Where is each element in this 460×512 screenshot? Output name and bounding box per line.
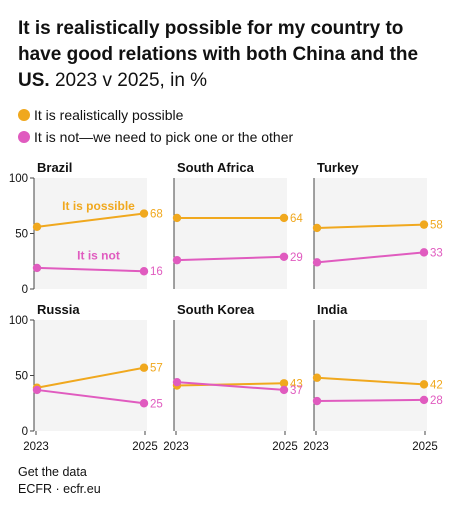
panel-bg-turkey: [314, 178, 427, 289]
data-point: [139, 363, 149, 372]
chart-title-bold: It is realistically possible for my coun…: [18, 18, 419, 91]
data-point: [312, 396, 322, 406]
data-point: [172, 213, 182, 223]
panel-bg-brazil: [34, 178, 147, 289]
inline-series-label: It is possible: [62, 199, 135, 213]
data-label: 58: [430, 220, 443, 232]
data-point: [312, 223, 322, 233]
chart-title: It is realistically possible for my coun…: [18, 16, 443, 94]
y-tick-label: 0: [22, 426, 28, 438]
data-label: 33: [430, 247, 443, 259]
panel-title-south-africa: South Africa: [177, 160, 255, 175]
series-line-not-india: [316, 398, 425, 403]
data-label: 28: [430, 395, 443, 407]
panel-title-russia: Russia: [37, 302, 80, 317]
panel-bg-russia: [34, 320, 147, 431]
data-label: 68: [150, 209, 163, 221]
series-line-possible-turkey: [316, 223, 425, 229]
data-label: 57: [150, 363, 163, 375]
data-point: [172, 377, 182, 387]
x-tick-label: 2025: [272, 441, 298, 453]
legend-dot-not: [18, 131, 30, 143]
panel-title-india: India: [317, 302, 348, 317]
data-point: [419, 248, 429, 257]
series-line-possible-south-korea: [176, 382, 285, 387]
legend-item-possible: It is realistically possible: [18, 104, 293, 126]
series-line-possible-india: [316, 376, 425, 386]
series-line-not-brazil: [36, 266, 145, 273]
y-tick-label: 50: [15, 229, 28, 241]
data-point: [279, 213, 289, 223]
data-point: [312, 373, 322, 382]
series-line-not-russia: [36, 388, 145, 405]
data-label: 37: [290, 385, 303, 397]
data-label: 16: [150, 266, 163, 278]
data-point: [279, 379, 289, 388]
data-label: 43: [290, 378, 303, 390]
data-label: 29: [290, 252, 303, 264]
x-tick-label: 2025: [132, 441, 158, 453]
legend: It is realistically possible It is not—w…: [18, 104, 293, 148]
data-point: [279, 385, 289, 395]
data-point: [172, 255, 182, 265]
data-point: [139, 399, 149, 408]
data-point: [139, 209, 149, 218]
series-line-not-south-africa: [176, 255, 285, 262]
data-point: [279, 252, 289, 262]
series-line-not-south-korea: [176, 381, 285, 391]
x-tick-label: 2023: [163, 441, 189, 453]
y-tick-label: 100: [9, 315, 28, 327]
data-point: [419, 380, 429, 389]
data-point: [32, 222, 42, 232]
legend-label-possible: It is realistically possible: [34, 107, 184, 123]
source-text: ECFR · ecfr.eu: [18, 482, 101, 496]
x-tick-label: 2023: [303, 441, 329, 453]
series-line-not-turkey: [316, 251, 425, 264]
legend-dot-possible: [18, 109, 30, 121]
y-tick-label: 100: [9, 173, 28, 185]
data-point: [32, 263, 42, 273]
legend-label-not: It is not—we need to pick one or the oth…: [34, 129, 294, 145]
panel-title-brazil: Brazil: [37, 160, 72, 175]
data-point: [139, 267, 149, 276]
data-label: 64: [290, 213, 303, 225]
inline-series-label: It is not: [77, 249, 120, 263]
y-tick-label: 0: [22, 284, 28, 296]
data-point: [419, 395, 429, 405]
x-tick-label: 2025: [412, 441, 438, 453]
y-tick-label: 50: [15, 371, 28, 383]
panel-title-turkey: Turkey: [317, 160, 359, 175]
panel-title-south-korea: South Korea: [177, 302, 255, 317]
data-point: [419, 220, 429, 229]
legend-item-not: It is not—we need to pick one or the oth…: [18, 126, 293, 148]
panel-bg-south-korea: [174, 320, 287, 431]
data-point: [32, 385, 42, 395]
data-label: 42: [430, 379, 443, 391]
x-tick-label: 2023: [23, 441, 49, 453]
footer: Get the data ECFR · ecfr.eu: [18, 464, 101, 498]
panel-bg-south-africa: [174, 178, 287, 289]
chart-title-rest: 2023 v 2025, in %: [49, 70, 208, 91]
get-the-data-link[interactable]: Get the data: [18, 465, 87, 479]
data-point: [312, 258, 322, 267]
series-line-possible-brazil: [36, 212, 145, 228]
series-line-possible-russia: [36, 366, 145, 389]
data-label: 25: [150, 398, 163, 410]
panel-bg-india: [314, 320, 427, 431]
